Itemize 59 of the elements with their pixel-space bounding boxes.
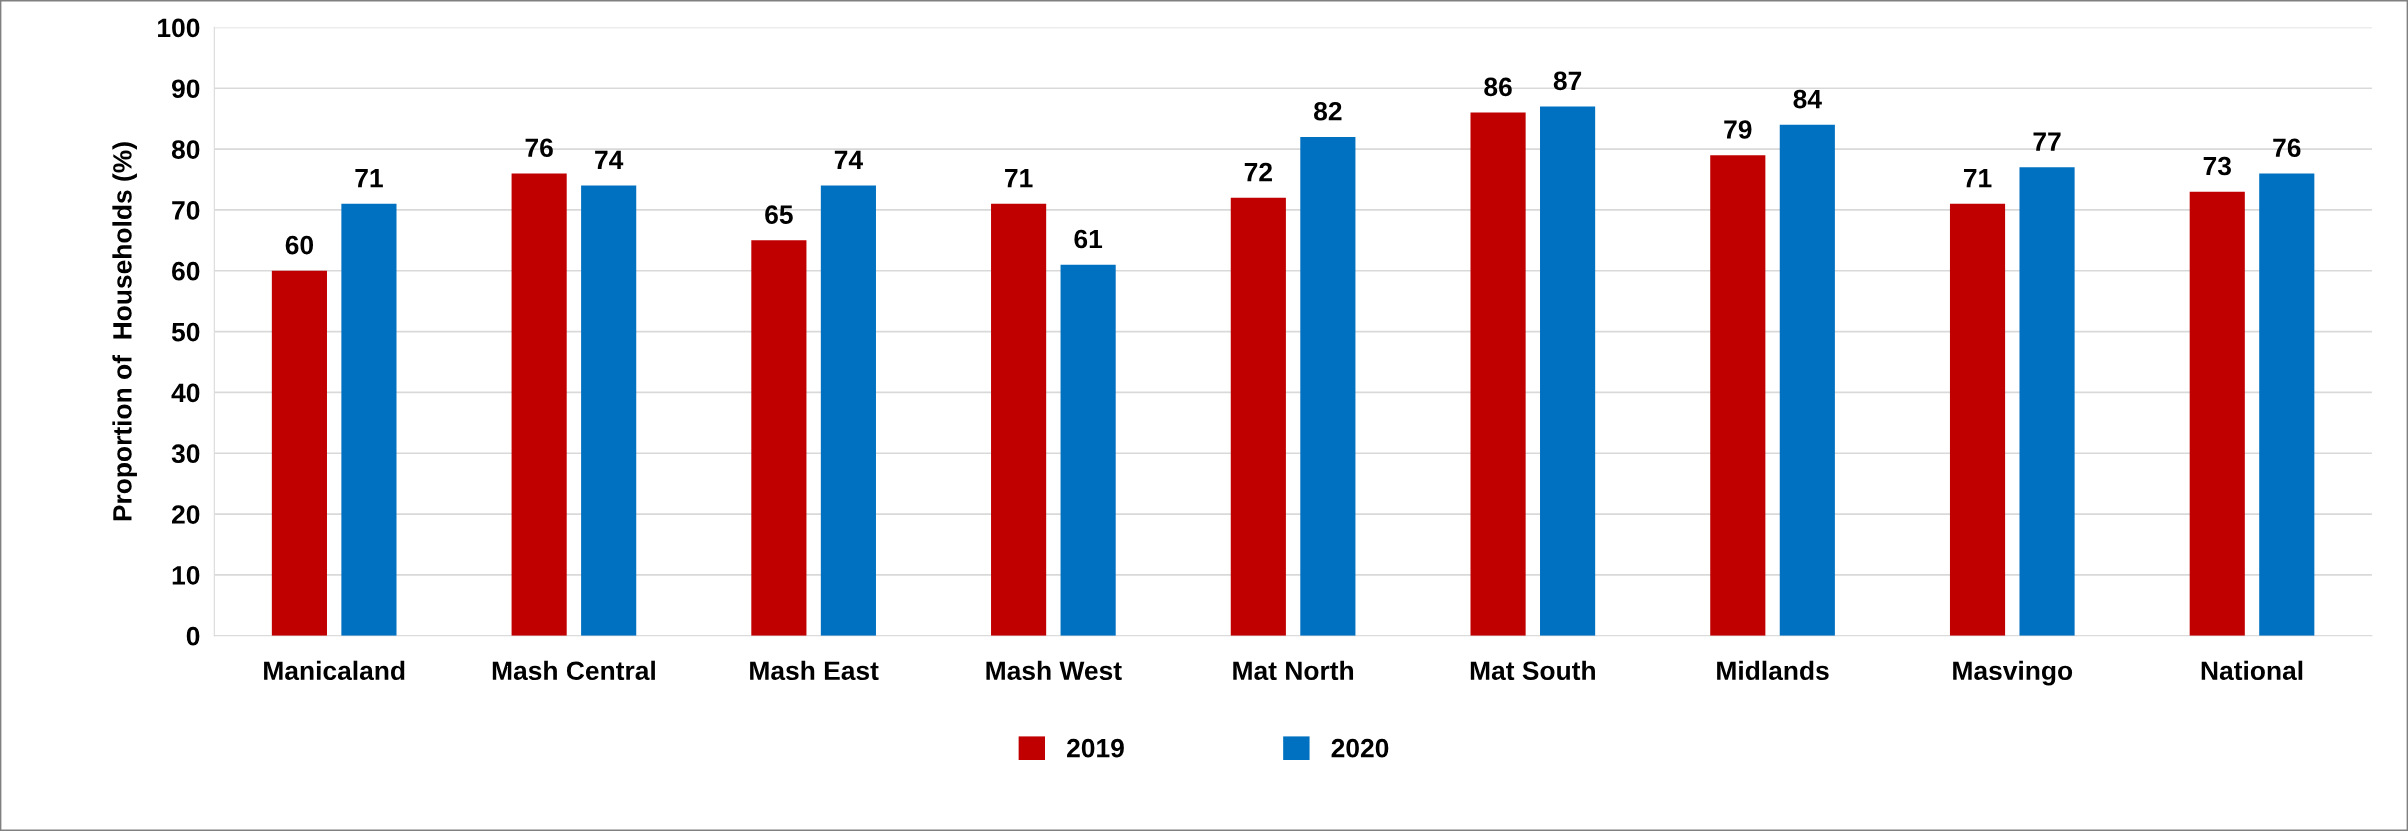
bar [341, 203, 397, 636]
y-tick-label: 20 [171, 505, 200, 524]
bar [820, 185, 876, 636]
data-label: 84 [1793, 89, 1822, 109]
bar [751, 240, 807, 636]
bar [991, 203, 1047, 636]
bar [1300, 136, 1356, 636]
y-tick-label: 0 [186, 626, 200, 646]
y-tick-label: 40 [171, 383, 200, 403]
y-tick-label: 30 [171, 444, 200, 464]
data-label: 65 [765, 205, 793, 224]
y-tick-label: 100 [158, 18, 200, 38]
bar [1540, 106, 1596, 636]
bar [511, 173, 567, 636]
x-tick-label: Mash East [750, 660, 879, 681]
bar [1230, 197, 1286, 636]
data-label: 71 [355, 169, 383, 188]
data-label: 82 [1314, 101, 1342, 121]
legend-label: 2020 [1331, 738, 1389, 758]
data-label: 77 [2033, 132, 2061, 151]
data-label: 71 [1005, 169, 1033, 188]
y-tick-label: 90 [171, 79, 200, 99]
data-label: 76 [525, 138, 553, 158]
bar [2019, 167, 2075, 636]
data-label: 74 [834, 150, 863, 169]
data-label: 61 [1074, 229, 1103, 249]
y-tick-label: 80 [171, 140, 200, 159]
data-label: 60 [285, 235, 314, 255]
x-tick-label: Mash West [986, 660, 1122, 681]
bar [271, 270, 327, 636]
data-label: 71 [1963, 169, 1992, 188]
bar [581, 185, 637, 636]
x-tick-label: Midlands [1717, 660, 1829, 681]
x-tick-label: Mat South [1470, 660, 1595, 681]
data-label: 72 [1244, 162, 1272, 182]
bar [1949, 203, 2006, 636]
x-tick-label: Manicaland [264, 660, 405, 681]
y-tick-label: 70 [172, 201, 200, 220]
bar [2189, 191, 2245, 636]
x-tick-label: National [2201, 660, 2303, 681]
bar [1470, 112, 1526, 636]
bar [1779, 124, 1835, 636]
data-label: 73 [2203, 156, 2231, 176]
data-label: 87 [1553, 71, 1582, 91]
legend-label: 2019 [1067, 738, 1124, 758]
data-label: 86 [1484, 77, 1512, 97]
data-label: 79 [1724, 120, 1752, 139]
y-axis-title: Proportion of Households (%) [112, 142, 137, 521]
x-tick-label: Mash Central [492, 660, 655, 681]
bar [1060, 264, 1116, 636]
bar [2259, 173, 2315, 636]
x-tick-label: Mat North [1233, 660, 1354, 681]
y-tick-label: 50 [171, 322, 200, 342]
data-label: 76 [2273, 138, 2301, 158]
bar [1710, 155, 1766, 636]
x-tick-label: Masvingo [1953, 660, 2073, 686]
y-tick-label: 60 [172, 261, 200, 281]
y-tick-label: 10 [172, 566, 200, 585]
data-label: 74 [595, 150, 624, 169]
